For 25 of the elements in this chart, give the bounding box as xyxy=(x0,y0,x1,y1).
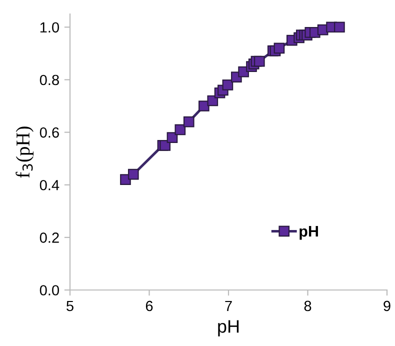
point xyxy=(160,140,171,151)
y-tick-label: 0.8 xyxy=(40,74,59,86)
point xyxy=(274,42,285,54)
point xyxy=(207,95,218,106)
x-tick-label: 5 xyxy=(66,300,74,312)
point xyxy=(254,56,265,67)
point xyxy=(183,116,194,128)
x-tick-label: 9 xyxy=(384,300,390,312)
point xyxy=(198,100,210,112)
y-tick-label: 1.0 xyxy=(40,22,60,33)
x-axis-title: pH xyxy=(218,320,239,336)
x-tick-label: 8 xyxy=(304,300,312,312)
x-tick-label: 6 xyxy=(146,300,153,312)
point xyxy=(334,22,345,33)
x-tick-label: 7 xyxy=(225,300,232,311)
legend-label: pH xyxy=(300,226,318,240)
y-tick-label: 0.2 xyxy=(40,232,59,243)
y-tick-label: 0.4 xyxy=(40,180,60,190)
point xyxy=(166,132,178,143)
point xyxy=(174,124,186,136)
point xyxy=(222,80,234,90)
y-tick-label: 0.0 xyxy=(40,285,60,296)
y-tick-label: 0.6 xyxy=(40,127,59,138)
point xyxy=(128,168,139,180)
y-axis-title: f$_{3}$(pH) xyxy=(16,126,34,178)
